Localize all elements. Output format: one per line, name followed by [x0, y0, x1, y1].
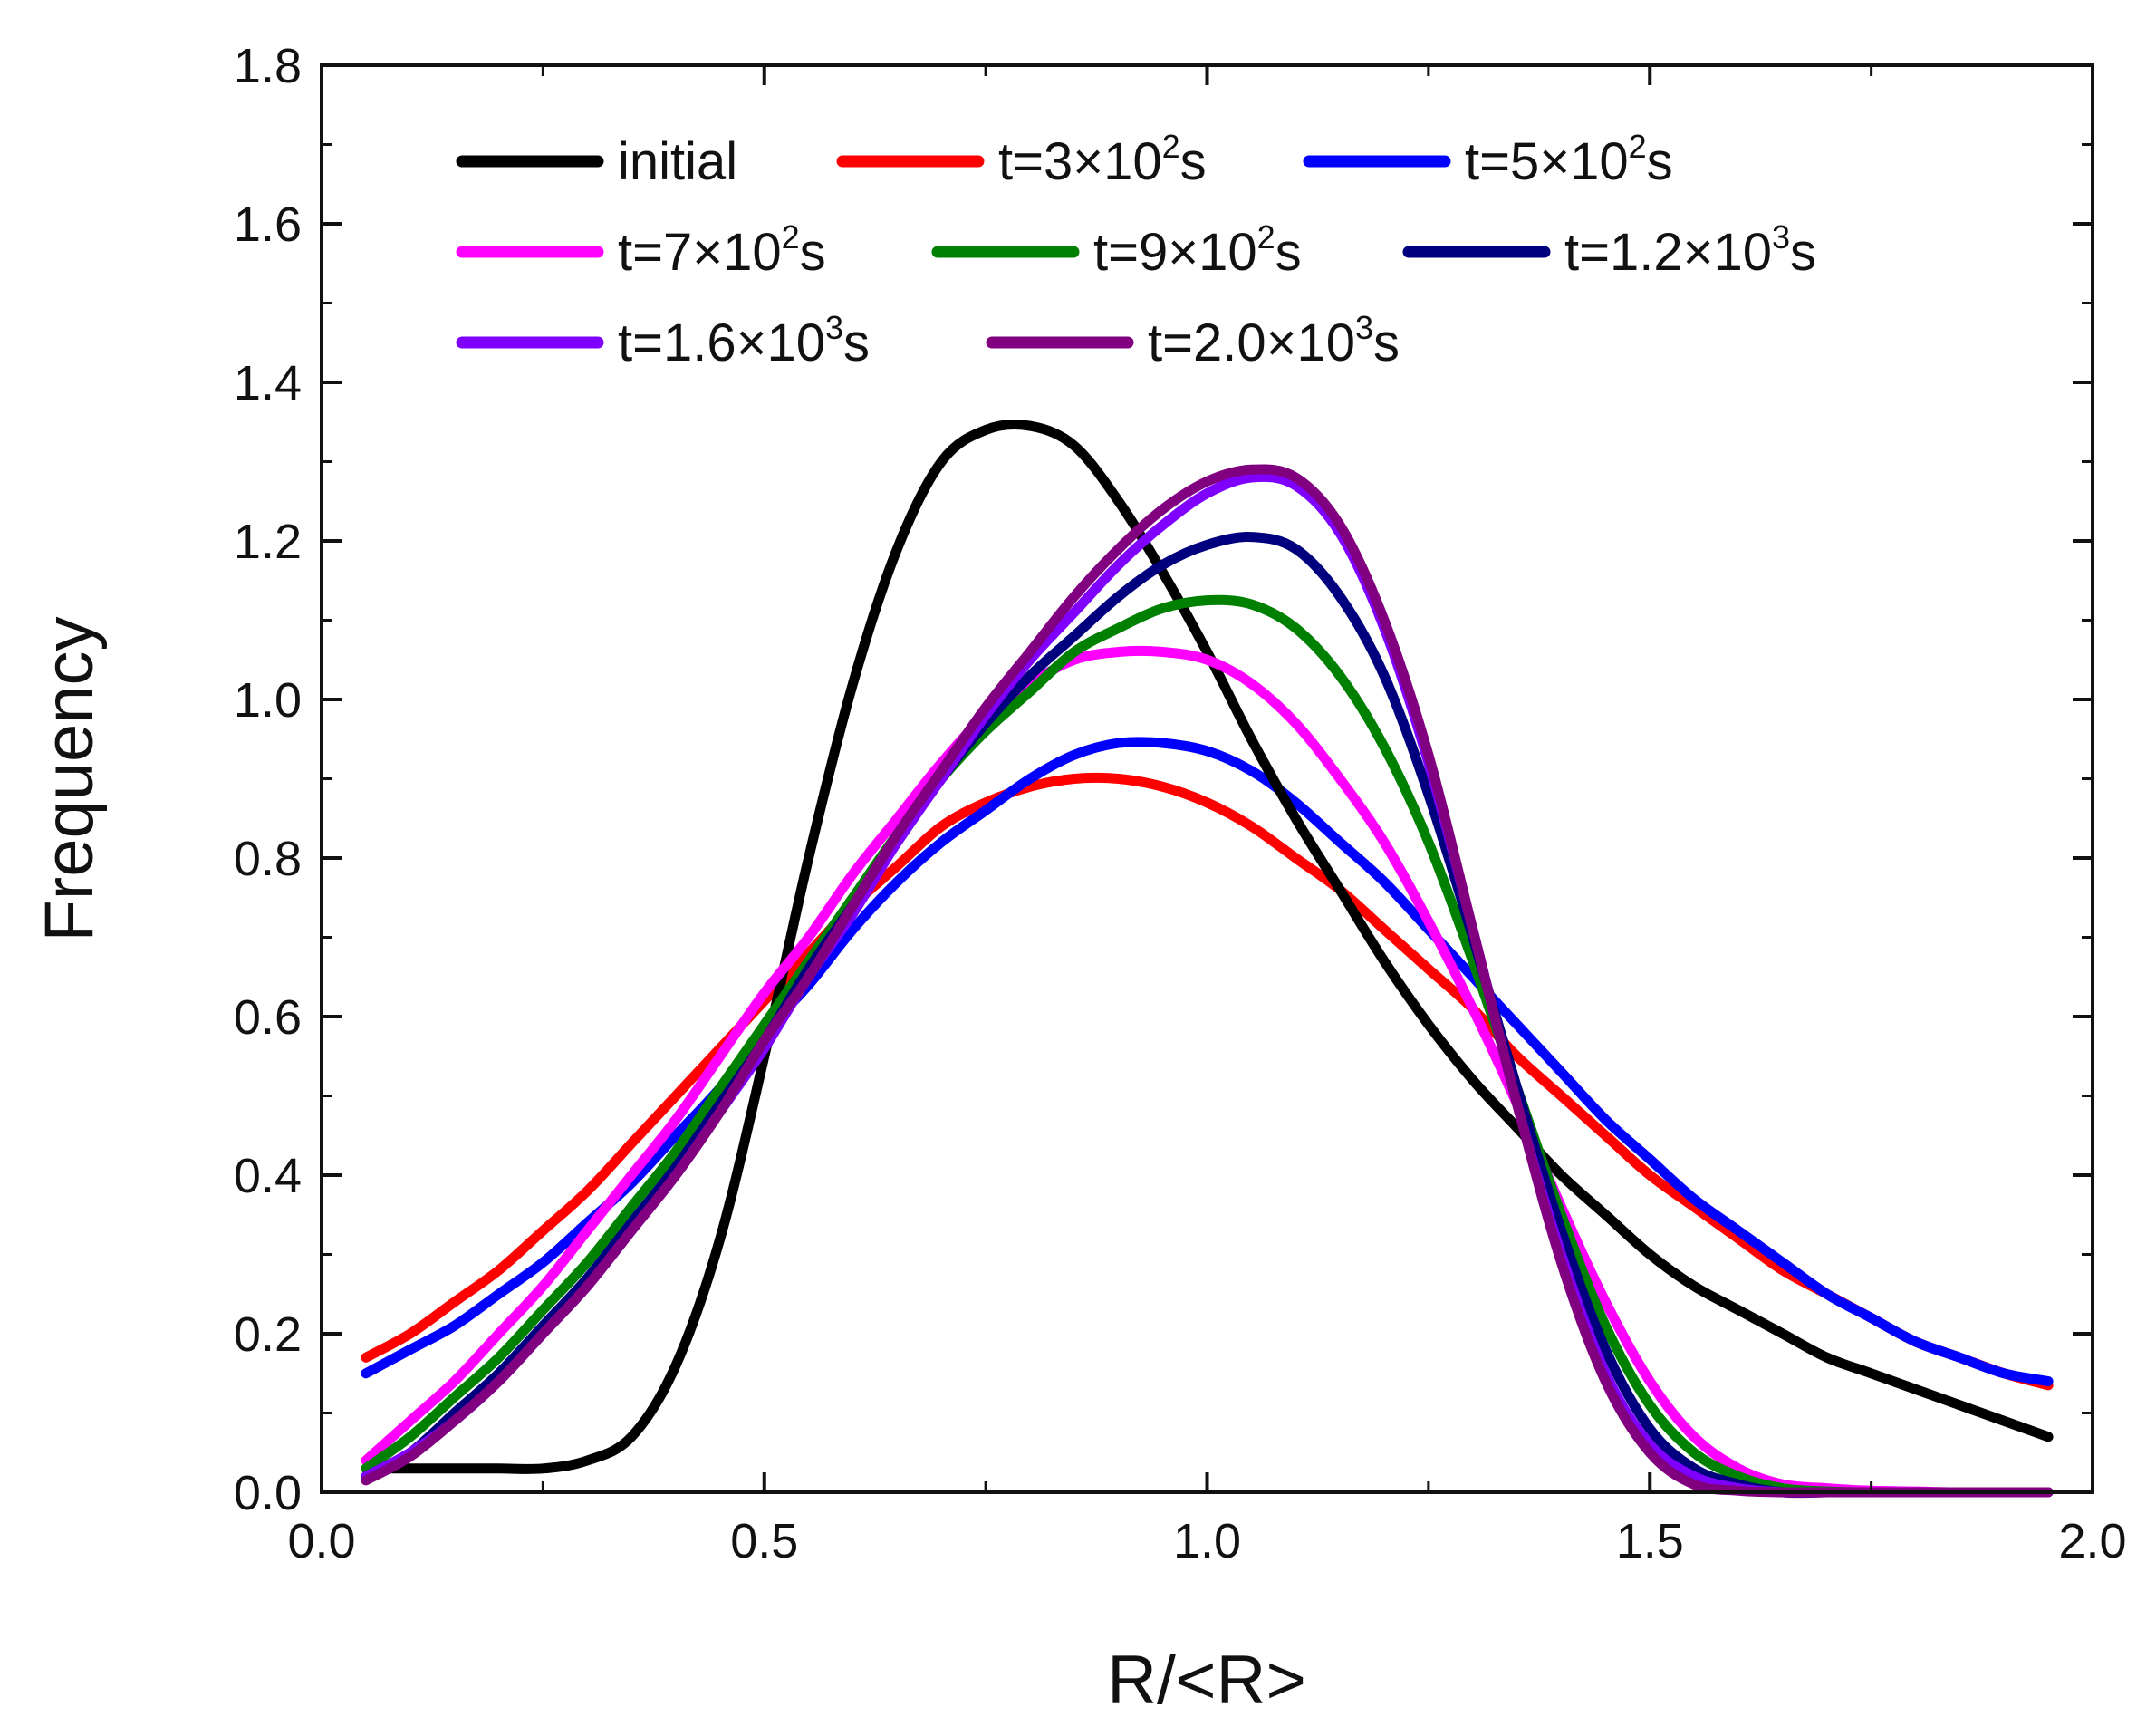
y-tick-label: 1.8 — [234, 39, 302, 93]
y-tick-label: 0.6 — [234, 990, 302, 1045]
legend-label-unit: s — [843, 313, 870, 372]
series-line-3 — [361, 645, 2054, 1498]
legend-label-exponent: 2 — [1629, 128, 1647, 165]
legend-label-7: t=2.0×103s — [1148, 309, 1400, 372]
y-tick-label: 1.2 — [234, 515, 302, 569]
series-line-1 — [361, 772, 2054, 1391]
legend-label-base: t=5×10 — [1465, 132, 1629, 191]
legend-label-unit: s — [1373, 313, 1400, 372]
tick-labels: 0.0 0.5 1.0 1.5 2.0 0.0 0.2 0.4 0.6 0.8 1.0 1.2 1.4 1… — [234, 39, 2127, 1568]
y-tick-label: 0.0 — [234, 1466, 302, 1520]
y-tick-label: 1.6 — [234, 198, 302, 252]
legend-label-exponent: 2 — [782, 218, 800, 256]
legend-label-base: t=3×10 — [998, 132, 1162, 191]
x-tick-label: 0.5 — [730, 1514, 798, 1568]
legend-label-exponent: 3 — [825, 309, 843, 346]
legend-label-4: t=9×102s — [1093, 218, 1302, 282]
legend-label-3: t=7×102s — [618, 218, 826, 282]
legend-label-exponent: 3 — [1772, 218, 1790, 256]
legend-label-unit: s — [1790, 223, 1816, 282]
legend-label-5: t=1.2×103s — [1564, 218, 1816, 282]
legend-label-exponent: 3 — [1355, 309, 1373, 346]
y-tick-label: 0.2 — [234, 1307, 302, 1362]
legend-label-6: t=1.6×103s — [618, 309, 870, 372]
legend-label-unit: s — [800, 223, 826, 282]
x-axis-title: R/<R> — [1107, 1642, 1306, 1719]
y-tick-label: 0.8 — [234, 832, 302, 886]
series-line-0 — [361, 419, 2054, 1474]
series-line-4 — [361, 594, 2054, 1498]
legend-label-base: t=7×10 — [618, 223, 782, 282]
y-tick-label: 0.4 — [234, 1149, 302, 1203]
x-tick-label: 1.5 — [1616, 1514, 1684, 1568]
legend-label-base: t=1.6×10 — [618, 313, 825, 372]
legend-label-1: t=3×102s — [998, 128, 1207, 191]
y-tick-label: 1.4 — [234, 356, 302, 410]
y-axis-title: Frequency — [31, 616, 108, 941]
y-tick-label: 1.0 — [234, 673, 302, 728]
x-tick-label: 0.0 — [287, 1514, 355, 1568]
legend-label-base: initial — [618, 132, 737, 191]
legend-label-unit: s — [1275, 223, 1302, 282]
legend-label-exponent: 2 — [1162, 128, 1180, 165]
x-tick-label: 1.0 — [1173, 1514, 1241, 1568]
legend-label-unit: s — [1180, 132, 1207, 191]
legend-label-base: t=1.2×10 — [1564, 223, 1772, 282]
x-tick-label: 2.0 — [2058, 1514, 2126, 1568]
legend-label-2: t=5×102s — [1465, 128, 1673, 191]
legend-label-base: t=2.0×10 — [1148, 313, 1355, 372]
series-line-2 — [361, 737, 2054, 1386]
legend-label-exponent: 2 — [1257, 218, 1275, 256]
legend-label-unit: s — [1647, 132, 1673, 191]
axis-ticks — [320, 63, 2094, 1494]
series-line-7 — [361, 464, 2054, 1498]
legend-label-0: initial — [618, 132, 737, 191]
series-curves — [361, 419, 2054, 1499]
legend-label-base: t=9×10 — [1093, 223, 1257, 282]
